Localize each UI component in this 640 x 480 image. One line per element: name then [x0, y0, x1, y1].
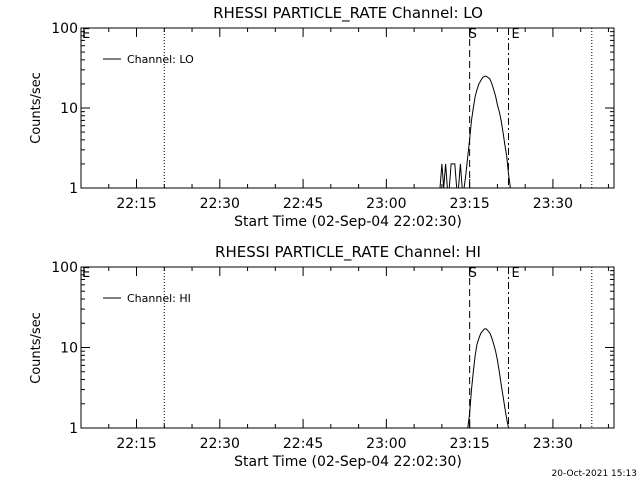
panel-lo-ticks: 22:15 22:30 22:45 23:00 23:15 23:30 1 10 100: [51, 21, 614, 212]
panel-lo-markers: [163, 28, 593, 188]
panel-hi-xlabel: Start Time (02-Sep-04 22:02:30): [234, 454, 462, 470]
panel-hi-end-marker-label: E: [512, 266, 520, 281]
panel-lo-ylabel: Counts/sec: [29, 72, 44, 144]
y-tick-label: 1: [69, 181, 78, 197]
x-tick-label: 23:15: [449, 196, 489, 212]
x-tick-label: 23:30: [533, 196, 573, 212]
generation-date: 20-Oct-2021 15:13: [552, 469, 637, 479]
x-tick-label: 23:00: [366, 196, 406, 212]
panel-hi-left-marker-label: E: [82, 266, 90, 281]
x-tick-label: 22:30: [200, 196, 240, 212]
panel-lo-left-marker-label: E: [82, 27, 90, 42]
y-tick-label: 10: [60, 101, 78, 117]
y-tick-label: 100: [51, 21, 78, 37]
x-tick-label: 22:45: [283, 436, 323, 452]
panel-lo-start-marker-label: S: [469, 27, 477, 42]
panel-lo-series-line: [436, 75, 518, 189]
panel-hi: RHESSI PARTICLE_RATE Channel: HI Start T…: [29, 243, 615, 470]
panel-hi-ylabel: Counts/sec: [29, 312, 44, 384]
x-tick-label: 22:30: [200, 436, 240, 452]
x-tick-label: 23:30: [533, 436, 573, 452]
panel-lo: RHESSI PARTICLE_RATE Channel: LO Start T…: [29, 4, 615, 230]
panel-hi-legend-label: Channel: HI: [127, 292, 191, 305]
y-tick-label: 10: [60, 341, 78, 357]
x-tick-label: 23:00: [366, 436, 406, 452]
x-tick-label: 22:15: [116, 436, 156, 452]
x-tick-label: 22:15: [116, 196, 156, 212]
panel-lo-legend-label: Channel: LO: [127, 53, 194, 66]
x-tick-label: 22:45: [283, 196, 323, 212]
panel-hi-start-marker-label: S: [469, 266, 477, 281]
panel-lo-title: RHESSI PARTICLE_RATE Channel: LO: [213, 4, 483, 23]
panel-hi-title: RHESSI PARTICLE_RATE Channel: HI: [215, 243, 481, 262]
x-tick-label: 23:15: [449, 436, 489, 452]
panel-lo-end-marker-label: E: [512, 27, 520, 42]
y-tick-label: 1: [69, 421, 78, 437]
panel-lo-xlabel: Start Time (02-Sep-04 22:02:30): [234, 214, 462, 230]
panel-hi-series-line: [467, 328, 516, 429]
panel-hi-markers: [163, 267, 593, 428]
y-tick-label: 100: [51, 260, 78, 276]
